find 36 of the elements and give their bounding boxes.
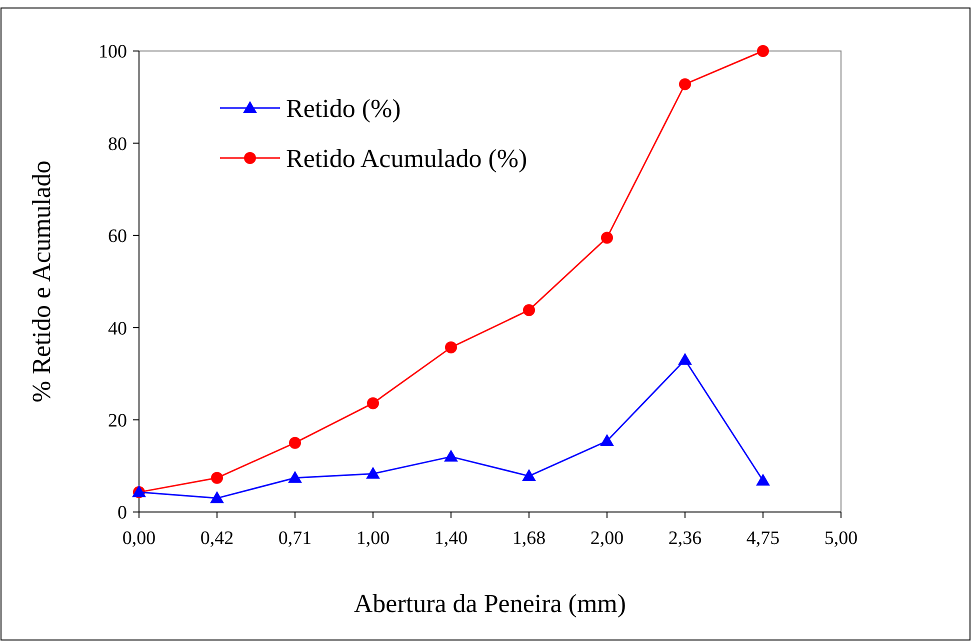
y-tick-label: 80 — [108, 134, 127, 155]
point — [444, 450, 458, 462]
point — [288, 470, 302, 483]
x-tick-label: 0,71 — [278, 528, 312, 549]
y-axis-title: % Retido e Acumulado — [27, 160, 56, 402]
x-tick-label: 1,40 — [434, 528, 468, 549]
x-tick-label: 0,42 — [200, 528, 234, 549]
y-tick-label: 40 — [108, 318, 127, 340]
x-tick-label: 2,00 — [590, 528, 624, 549]
point — [757, 45, 769, 57]
x-tick-label: 1,00 — [356, 528, 390, 549]
x-tick-label: 4,75 — [746, 528, 780, 549]
x-tick-label: 2,36 — [668, 528, 702, 549]
legend-label: Retido Acumulado (%) — [286, 144, 528, 174]
point — [211, 472, 223, 484]
point — [679, 78, 691, 90]
x-tick-label: 5,00 — [824, 528, 858, 549]
y-tick-label: 100 — [98, 42, 127, 63]
point — [445, 341, 457, 354]
x-tick-label: 1,68 — [512, 528, 546, 549]
y-tick-label: 0 — [118, 502, 127, 524]
x-tick-label: 0,00 — [122, 528, 156, 549]
point — [756, 474, 770, 486]
legend-label: Retido (%) — [286, 94, 401, 124]
point — [522, 469, 536, 482]
x-axis-title: Abertura da Peneira (mm) — [354, 589, 626, 618]
point — [210, 491, 224, 504]
point — [600, 434, 614, 446]
point — [678, 352, 692, 365]
point — [366, 466, 380, 479]
point — [523, 304, 535, 316]
y-tick-label: 60 — [108, 226, 127, 248]
point — [367, 397, 379, 410]
point — [289, 436, 301, 449]
point — [601, 232, 613, 244]
y-tick-label: 20 — [108, 410, 127, 432]
